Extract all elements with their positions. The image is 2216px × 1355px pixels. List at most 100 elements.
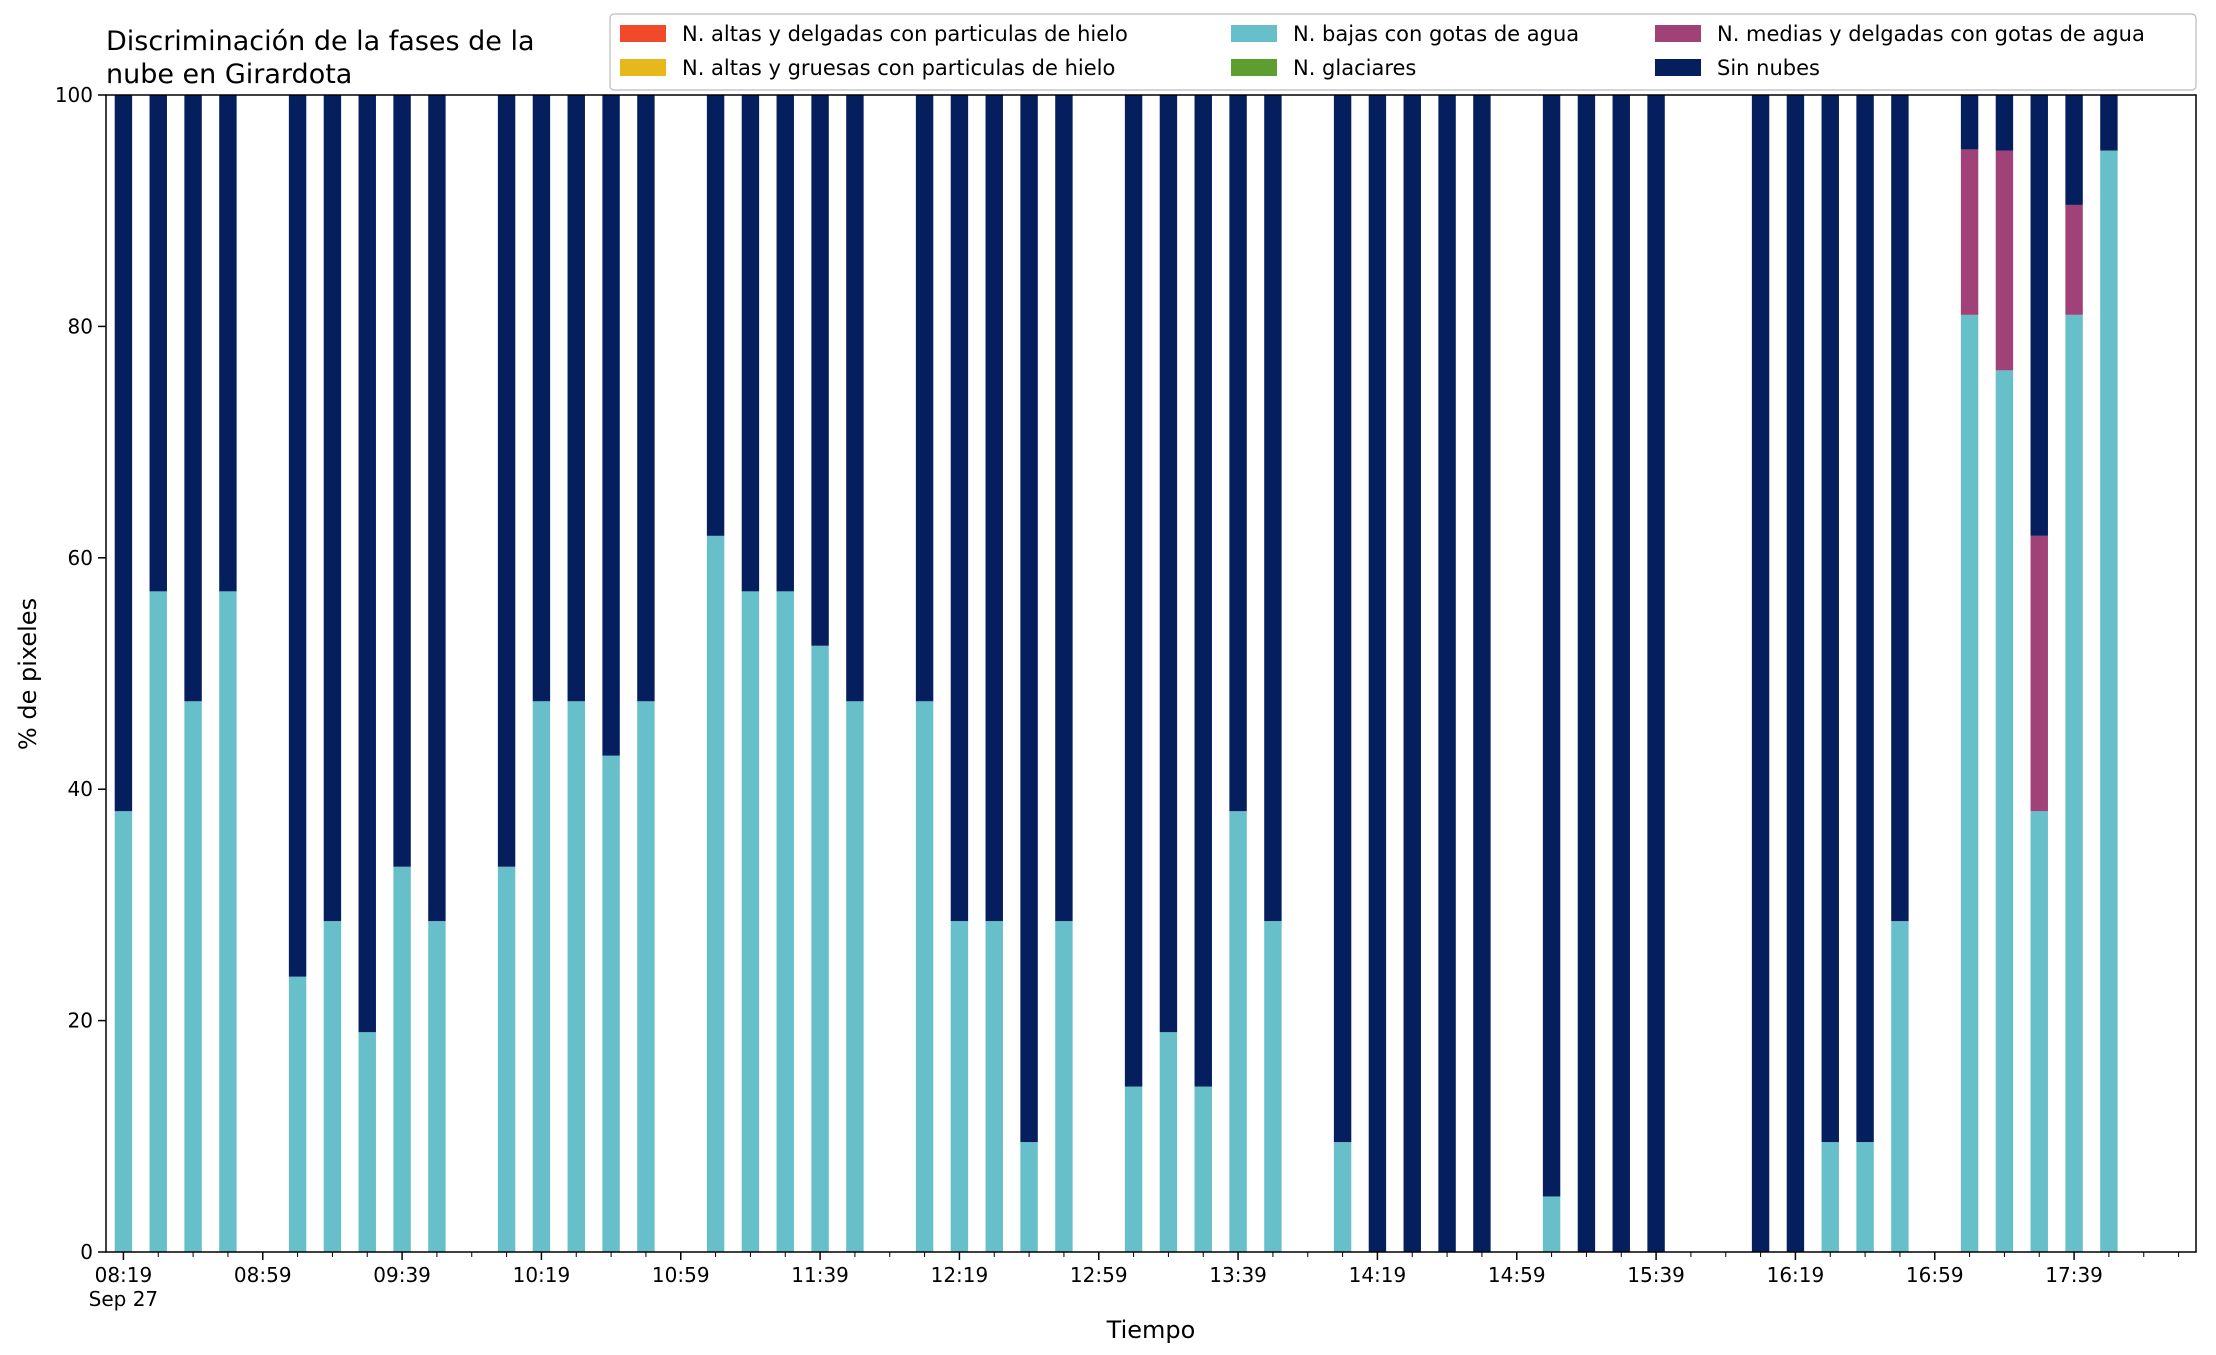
bar-segment-0829-s5 (149, 95, 167, 592)
legend-label-4: N. medias y delgadas con gotas de agua (1717, 22, 2145, 46)
x-tick-label-1739: 17:39 (2045, 1263, 2103, 1287)
legend: N. altas y delgadas con particulas de hi… (609, 13, 2197, 91)
bar-segment-1229-s5 (985, 95, 1003, 922)
bar-segment-1219-s5 (950, 95, 969, 922)
chart-title-line-1: Discriminación de la fases de la (106, 26, 535, 57)
x-tick-label-1259: 12:59 (1070, 1263, 1128, 1287)
bar-segment-1239-s5 (1020, 95, 1038, 1143)
x-tick-label-1619: 16:19 (1767, 1263, 1825, 1287)
x-axis-label: Tiempo (1106, 1316, 1196, 1344)
bar-segment-1649-s2 (1891, 921, 1909, 1252)
y-tick-label-40: 40 (68, 777, 93, 801)
bar-segment-1319-s5 (1159, 95, 1178, 1033)
chart-title-line-2: nube en Girardota (106, 59, 352, 90)
bar-segment-1629-s5 (1821, 95, 1839, 1143)
bar-segment-1249-s2 (1055, 921, 1073, 1252)
bar-segment-1719-s5 (1995, 95, 2014, 151)
bar-segment-0839-s2 (184, 701, 202, 1252)
legend-swatch-3 (1231, 59, 1277, 76)
bar-segment-1049-s5 (637, 95, 655, 702)
y-axis-label: % de pixeles (14, 598, 42, 750)
bar-segment-1739-s2 (2065, 314, 2083, 1253)
bar-segment-1509-s5 (1542, 95, 1561, 1197)
legend-label-3: N. glaciares (1293, 56, 1416, 80)
bar-segment-1419-s5 (1368, 95, 1387, 1252)
bar-segment-1319-s2 (1159, 1032, 1178, 1252)
legend-swatch-4 (1655, 25, 1701, 42)
bar-segment-1239-s2 (1020, 1142, 1038, 1252)
bar-segment-1719-s2 (1995, 370, 2014, 1253)
bar-segment-1729-s4 (2030, 535, 2048, 812)
y-axis-ticks: 0 20 40 60 80 100 (55, 83, 106, 1264)
bar-segment-1129-s2 (776, 591, 794, 1252)
bar-segment-1309-s5 (1124, 95, 1143, 1087)
legend-frame (609, 13, 2197, 91)
bars-layer (114, 95, 2118, 1253)
legend-swatch-2 (1231, 25, 1277, 42)
x-tick-label-0859: 08:59 (234, 1263, 292, 1287)
bar-segment-1109-s5 (706, 95, 725, 536)
x-tick-label-0939: 09:39 (373, 1263, 431, 1287)
bar-segment-1149-s2 (846, 701, 864, 1252)
bar-segment-1249-s5 (1055, 95, 1073, 922)
bar-segment-1229-s2 (985, 921, 1003, 1252)
bar-segment-1129-s5 (776, 95, 794, 592)
bar-segment-1139-s5 (811, 95, 829, 646)
bar-segment-1029-s5 (567, 95, 585, 702)
bar-segment-1349-s2 (1264, 921, 1282, 1252)
bar-segment-1019-s5 (532, 95, 551, 702)
bar-segment-0909-s5 (288, 95, 307, 977)
bar-segment-1519-s5 (1577, 95, 1596, 1252)
bar-segment-1739-s4 (2065, 204, 2083, 315)
bar-segment-1019-s2 (532, 701, 551, 1252)
bar-segment-0949-s5 (428, 95, 446, 922)
x-tick-label-1659: 16:59 (1906, 1263, 1964, 1287)
bar-segment-1009-s2 (497, 866, 516, 1252)
y-tick-label-60: 60 (68, 546, 93, 570)
bar-segment-0919-s2 (323, 921, 342, 1252)
bar-segment-0919-s5 (323, 95, 342, 922)
x-tick-label-1419: 14:19 (1349, 1263, 1407, 1287)
bar-segment-1529-s5 (1612, 95, 1630, 1252)
bar-segment-1119-s2 (741, 591, 760, 1252)
bar-segment-0849-s2 (219, 591, 237, 1252)
y-tick-label-0: 0 (80, 1240, 93, 1264)
bar-segment-0819-s5 (114, 95, 133, 812)
bar-segment-0939-s5 (393, 95, 411, 867)
bar-segment-0909-s2 (288, 976, 307, 1252)
bar-segment-1639-s5 (1856, 95, 1874, 1143)
bar-segment-1449-s5 (1473, 95, 1491, 1252)
bar-segment-1209-s2 (915, 701, 934, 1252)
bar-segment-0849-s5 (219, 95, 237, 592)
bar-segment-1429-s5 (1403, 95, 1421, 1252)
x-tick-label-1219: 12:19 (931, 1263, 989, 1287)
bar-segment-1329-s5 (1194, 95, 1212, 1087)
legend-label-5: Sin nubes (1717, 56, 1820, 80)
x-tick-label-1019: 10:19 (513, 1263, 571, 1287)
x-tick-label-1539: 15:39 (1627, 1263, 1685, 1287)
bar-segment-1649-s5 (1891, 95, 1909, 922)
x-tick-label-1459: 14:59 (1488, 1263, 1546, 1287)
y-tick-label-20: 20 (68, 1009, 93, 1033)
x-tick-label-0819: 08:19 (95, 1263, 153, 1287)
bar-segment-1719-s4 (1995, 150, 2014, 371)
bar-segment-1709-s5 (1960, 95, 1979, 150)
bar-segment-1219-s2 (950, 921, 969, 1252)
legend-label-0: N. altas y delgadas con particulas de hi… (682, 22, 1128, 46)
bar-segment-1339-s2 (1229, 811, 1247, 1252)
bar-segment-1119-s5 (741, 95, 760, 592)
x-tick-label-1139: 11:39 (791, 1263, 849, 1287)
bar-segment-1709-s2 (1960, 314, 1979, 1253)
bar-segment-1749-s5 (2100, 95, 2118, 151)
bar-segment-1619-s5 (1786, 95, 1805, 1252)
bar-segment-1409-s5 (1333, 95, 1352, 1143)
bar-segment-0929-s5 (358, 95, 376, 1033)
bar-segment-1629-s2 (1821, 1142, 1839, 1252)
x-tick-label-1339: 13:39 (1209, 1263, 1267, 1287)
bar-segment-1209-s5 (915, 95, 934, 702)
bar-segment-0819-s2 (114, 811, 133, 1252)
bar-segment-1729-s2 (2030, 811, 2048, 1252)
bar-segment-1309-s2 (1124, 1086, 1143, 1252)
